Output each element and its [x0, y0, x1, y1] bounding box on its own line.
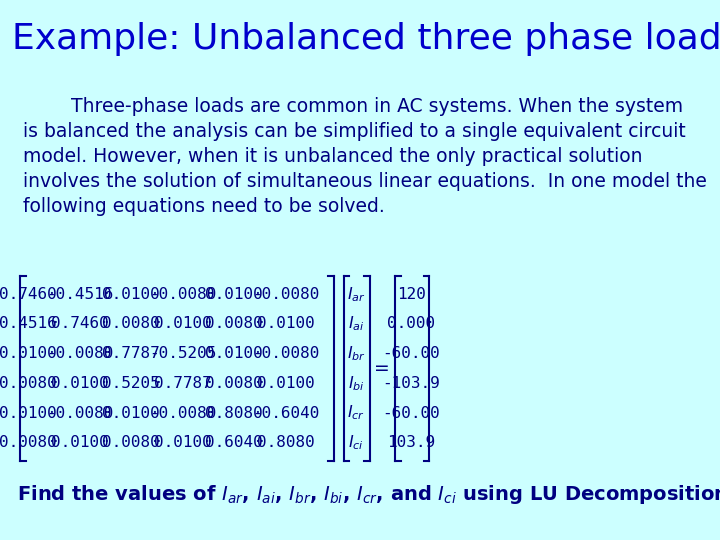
Text: -0.5205: -0.5205	[149, 346, 216, 361]
Text: -0.0080: -0.0080	[252, 346, 320, 361]
Text: -60.00: -60.00	[382, 346, 441, 361]
Text: 120: 120	[397, 287, 426, 302]
Text: -0.0080: -0.0080	[252, 287, 320, 302]
Text: 0.000: 0.000	[387, 316, 436, 332]
Text: -103.9: -103.9	[382, 376, 441, 391]
Text: 0.0100: 0.0100	[0, 406, 57, 421]
Text: 0.0100: 0.0100	[205, 346, 263, 361]
Text: 0.8080: 0.8080	[205, 406, 263, 421]
Text: -0.6040: -0.6040	[252, 406, 320, 421]
Text: 0.0080: 0.0080	[102, 435, 160, 450]
Text: $I_{br}$: $I_{br}$	[346, 345, 366, 363]
Text: -0.0080: -0.0080	[149, 406, 216, 421]
Text: 0.7787: 0.7787	[102, 346, 160, 361]
Text: 0.0100: 0.0100	[205, 287, 263, 302]
Text: $I_{ai}$: $I_{ai}$	[348, 315, 364, 333]
Text: 0.0080: 0.0080	[205, 376, 263, 391]
Text: 0.7460: 0.7460	[0, 287, 57, 302]
Text: 0.5205: 0.5205	[102, 376, 160, 391]
Text: 0.0080: 0.0080	[0, 376, 57, 391]
Text: -0.0080: -0.0080	[149, 287, 216, 302]
Text: $I_{bi}$: $I_{bi}$	[348, 374, 364, 393]
Text: -60.00: -60.00	[382, 406, 441, 421]
Text: 0.6040: 0.6040	[205, 435, 263, 450]
Text: 0.0100: 0.0100	[257, 316, 315, 332]
Text: 0.0100: 0.0100	[257, 376, 315, 391]
Text: 0.8080: 0.8080	[257, 435, 315, 450]
Text: 0.0100: 0.0100	[50, 376, 109, 391]
Text: 0.0080: 0.0080	[102, 316, 160, 332]
Text: 0.4516: 0.4516	[0, 316, 57, 332]
Text: 0.0080: 0.0080	[205, 316, 263, 332]
Text: 0.7460: 0.7460	[50, 316, 109, 332]
Text: 0.0080: 0.0080	[0, 435, 57, 450]
Text: 103.9: 103.9	[387, 435, 436, 450]
Text: 0.0100: 0.0100	[50, 435, 109, 450]
Text: 0.0100: 0.0100	[0, 346, 57, 361]
Text: Find the values of $I_{ar}$, $I_{ai}$, $I_{br}$, $I_{bi}$, $I_{cr}$, and $I_{ci}: Find the values of $I_{ar}$, $I_{ai}$, $…	[17, 483, 720, 505]
Text: $I_{ci}$: $I_{ci}$	[348, 434, 364, 452]
Text: 0.0100: 0.0100	[154, 316, 212, 332]
Text: -0.0080: -0.0080	[46, 406, 113, 421]
Text: 0.0100: 0.0100	[154, 435, 212, 450]
Text: Three-phase loads are common in AC systems. When the system
is balanced the anal: Three-phase loads are common in AC syste…	[22, 97, 706, 216]
Text: 0.0100: 0.0100	[102, 287, 160, 302]
Text: -0.4516: -0.4516	[46, 287, 113, 302]
Text: $I_{ar}$: $I_{ar}$	[347, 285, 366, 303]
Text: 0.0100: 0.0100	[102, 406, 160, 421]
Text: $I_{cr}$: $I_{cr}$	[347, 404, 365, 422]
Text: -0.0080: -0.0080	[46, 346, 113, 361]
Text: 0.7787: 0.7787	[154, 376, 212, 391]
Text: Example: Unbalanced three phase load: Example: Unbalanced three phase load	[12, 22, 720, 56]
Text: =: =	[374, 359, 390, 378]
